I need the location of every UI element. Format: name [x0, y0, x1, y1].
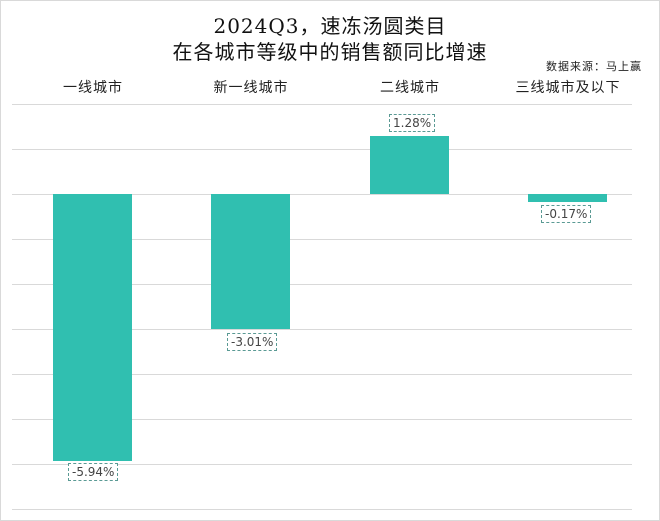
category-label-new-tier1: 新一线城市	[213, 80, 289, 96]
bar-tier2	[370, 136, 449, 194]
data-source: 数据来源：马上赢	[546, 60, 642, 73]
gridline	[12, 149, 632, 150]
gridline	[12, 419, 632, 420]
gridline	[12, 509, 632, 510]
gridline-zero	[12, 194, 632, 195]
bar-tier1	[53, 194, 132, 461]
chart-title-line1: 2024Q3，速冻汤圆类目	[213, 14, 447, 38]
gridline	[12, 284, 632, 285]
data-label-tier2: 1.28%	[389, 114, 436, 132]
bar-tier3-below	[528, 194, 607, 202]
gridline	[12, 239, 632, 240]
gridline	[12, 464, 632, 465]
category-label-tier3-below: 三线城市及以下	[515, 80, 621, 96]
bar-new-tier1	[211, 194, 290, 329]
chart-title-line2: 在各城市等级中的销售额同比增速	[172, 40, 488, 64]
data-label-new-tier1: -3.01%	[227, 333, 278, 351]
category-label-tier2: 二线城市	[380, 80, 440, 96]
gridline	[12, 104, 632, 105]
data-label-tier1: -5.94%	[68, 463, 119, 481]
gridline	[12, 329, 632, 330]
data-label-tier3-below: -0.17%	[541, 205, 592, 223]
category-label-tier1: 一线城市	[63, 80, 123, 96]
gridline	[12, 374, 632, 375]
